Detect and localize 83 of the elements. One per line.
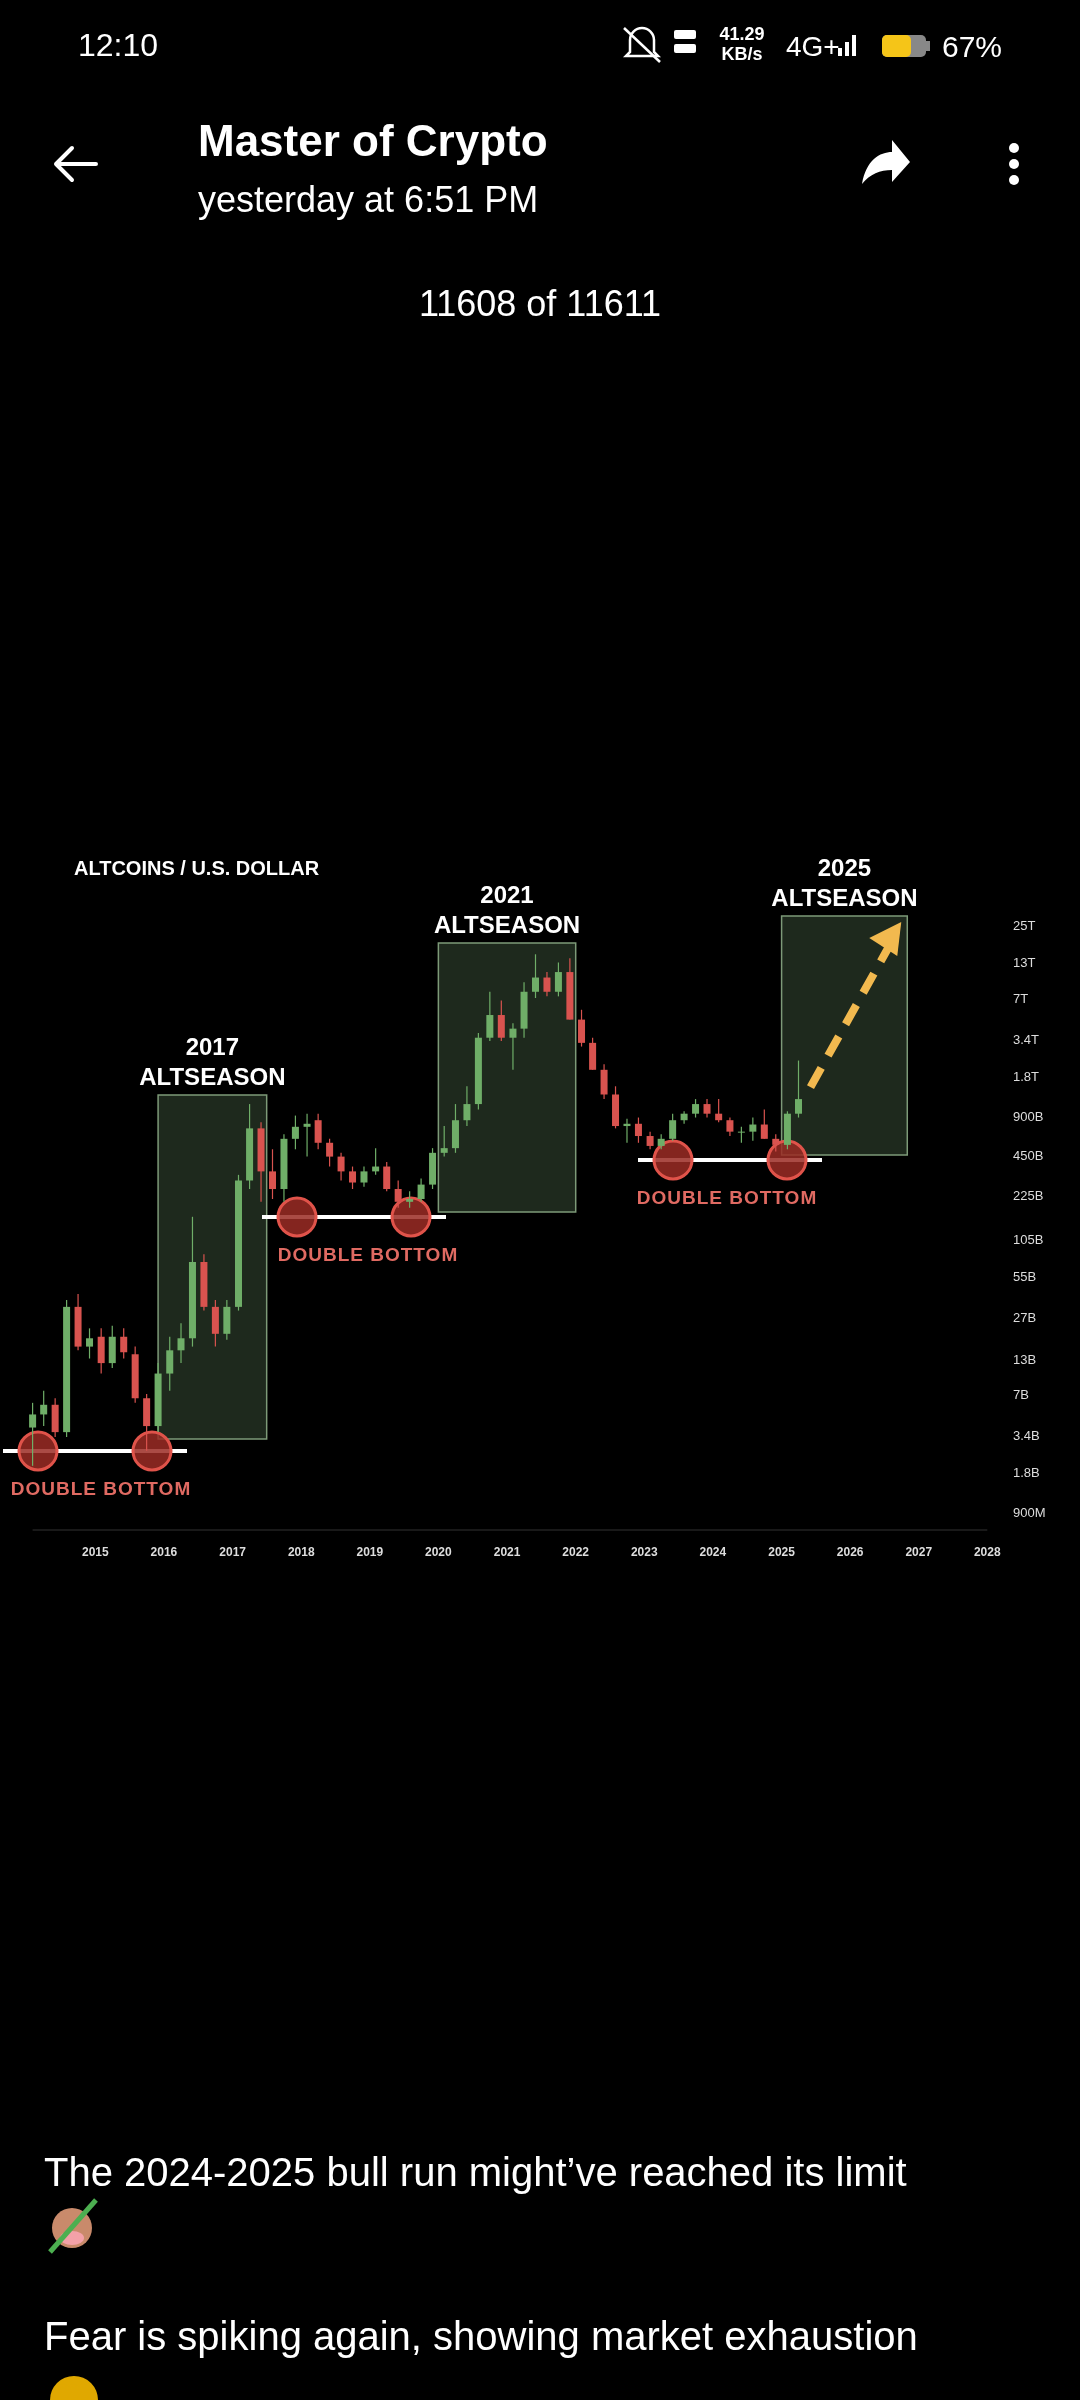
candlestick [692,1098,700,1119]
candlestick [726,1116,734,1137]
x-tick-label: 2017 [219,1545,247,1559]
candlestick [578,1009,586,1048]
x-tick-label: 2020 [425,1545,453,1559]
candlestick [394,1179,402,1209]
candlestick [120,1327,128,1360]
y-tick-label: 13B [1013,1351,1037,1367]
candlestick [554,961,562,997]
text: 4G+ [786,31,840,62]
annotation: DOUBLE BOTTOM [277,1244,459,1265]
x-tick-label: 2021 [493,1545,521,1559]
chart-title: ALTCOINS / U.S. DOLLAR [74,857,320,879]
x-tick-label: 2027 [905,1545,933,1559]
candlestick [177,1322,185,1364]
band-label: 2025 ALTSEASON [771,854,918,911]
x-tick-label: 2022 [562,1545,590,1559]
candlestick [760,1108,768,1140]
y-tick-label: 450B [1013,1148,1044,1164]
text: 67% [942,30,1003,63]
x-tick-label: 2028 [973,1545,1001,1559]
y-tick-label: 1.8B [1013,1464,1040,1480]
candlestick [497,999,505,1042]
text: 12:10 [78,27,159,63]
y-tick-label: 55B [1013,1268,1037,1284]
band-label: 2017 ALTSEASON [139,1033,286,1090]
candlestick [669,1113,677,1142]
candlestick [326,1138,334,1168]
x-tick-label: 2023 [630,1545,658,1559]
text: yesterday at 6:51 PM [198,179,539,220]
x-tick-label: 2018 [287,1545,315,1559]
text: 11608 of 11611 [418,283,662,324]
x-tick-label: 2024 [699,1545,727,1559]
candlestick [463,1085,471,1127]
text: 41.29 [719,24,765,44]
candlestick [532,953,539,999]
x-tick-label: 2015 [81,1545,110,1559]
candlestick [314,1113,322,1150]
y-tick-label: 900B [1013,1108,1044,1124]
candlestick [29,1402,37,1467]
y-tick-label: 900M [1013,1504,1046,1520]
candlestick [360,1165,368,1188]
candlestick [40,1390,48,1427]
candlestick [703,1098,711,1119]
candlestick [795,1059,802,1119]
candlestick [749,1116,757,1142]
candlestick [349,1165,357,1190]
text: The 2024-2025 bull run might’ve reached its limit [44,2150,907,2194]
text: Fear is spiking again, showing market exhaustion [44,2314,918,2358]
y-tick-label: 13T [1013,955,1036,971]
annotation: DOUBLE BOTTOM [10,1478,192,1499]
candlestick [86,1327,94,1360]
y-tick-label: 105B [1013,1231,1044,1247]
candlestick [509,1022,517,1071]
band-label: 2021 ALTSEASON [433,881,581,938]
candlestick [303,1113,311,1158]
x-tick-label: 2026 [836,1545,864,1559]
candlestick [166,1336,174,1392]
candlestick [337,1152,345,1182]
candlestick [417,1177,425,1203]
candlestick [543,971,551,997]
x-tick-label: 2019 [356,1545,384,1559]
annotation: DOUBLE BOTTOM [636,1187,818,1208]
y-tick-label: 225B [1013,1188,1044,1204]
candlestick [680,1110,688,1125]
candlestick [383,1161,391,1192]
candlestick [269,1148,276,1200]
y-tick-label: 7T [1013,990,1029,1006]
text: Master of Crypto [198,116,548,165]
candlestick [634,1116,642,1144]
y-tick-label: 1.8T [1013,1068,1040,1084]
candlestick [715,1098,723,1123]
y-tick-label: 3.4T [1013,1032,1040,1048]
y-tick-label: 27B [1013,1309,1037,1325]
candlestick [291,1114,299,1150]
x-tick-label: 2025 [768,1545,796,1559]
y-tick-label: 25T [1013,918,1036,933]
text: KB/s [721,44,763,64]
y-tick-label: 7B [1013,1387,1029,1402]
candlestick [440,1125,448,1158]
x-tick-label: 2016 [150,1545,178,1559]
candlestick [486,991,494,1042]
y-tick-label: 3.4B [1013,1428,1040,1444]
